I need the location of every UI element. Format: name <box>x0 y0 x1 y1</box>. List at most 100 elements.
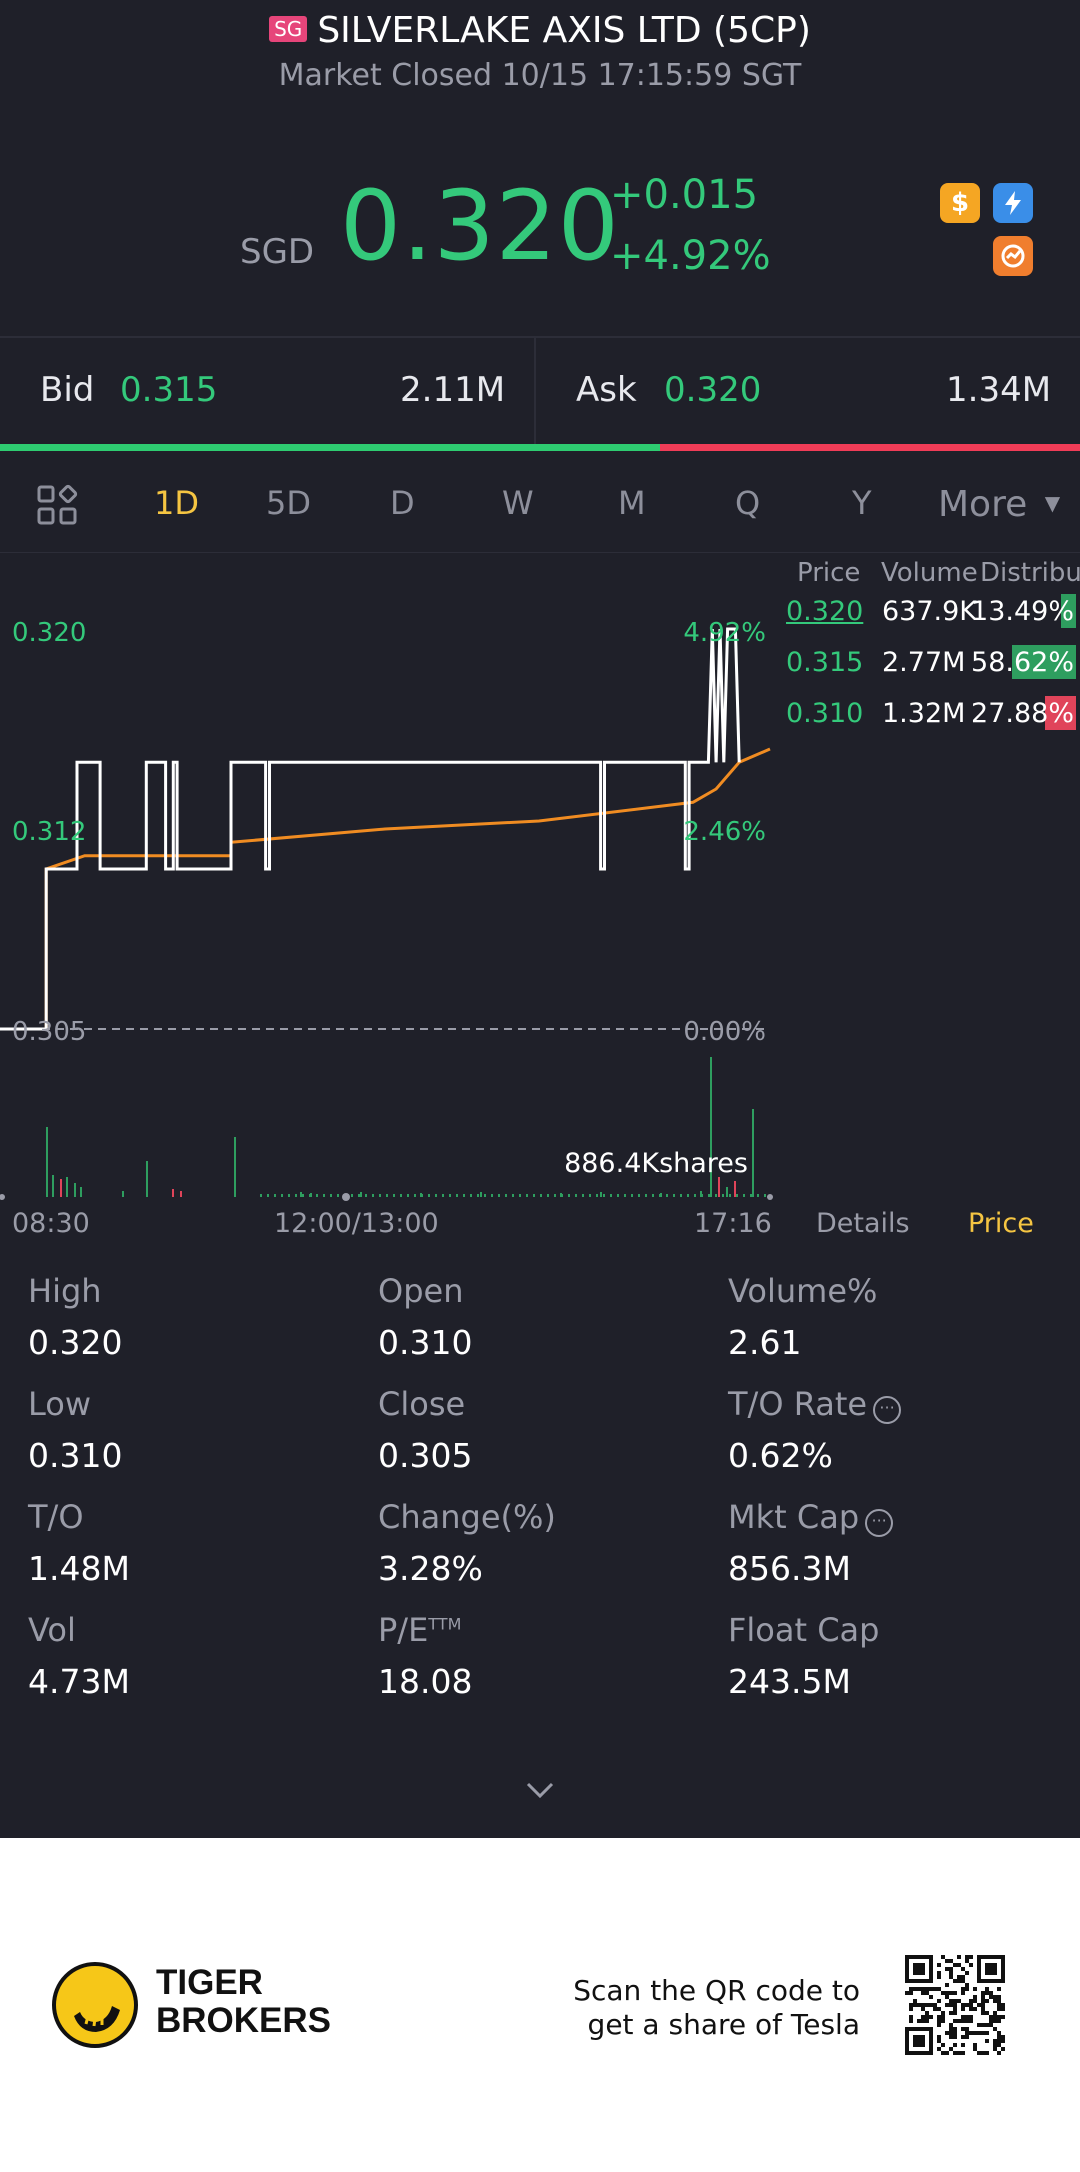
qr-module <box>929 2015 933 2019</box>
volume-bar <box>729 1194 731 1197</box>
divider <box>0 552 1080 553</box>
volume-bar <box>281 1194 283 1197</box>
qr-module <box>917 2019 921 2023</box>
volume-bars <box>46 1057 766 1197</box>
pct-tick-label: 2.46% <box>683 817 766 847</box>
qr-module <box>925 1987 929 1991</box>
qr-module <box>969 2007 973 2011</box>
qr-module <box>981 2003 985 2007</box>
qr-module <box>941 2015 945 2019</box>
volume-bar <box>295 1194 297 1197</box>
qr-module <box>909 1991 913 1995</box>
currency-label: SGD <box>240 232 315 272</box>
qr-module <box>953 2051 957 2055</box>
stat-value: 1.48M <box>28 1549 130 1588</box>
qr-module <box>925 2019 929 2023</box>
qr-module <box>961 2015 965 2019</box>
share-footer <box>0 1838 1080 2172</box>
qr-module <box>949 1959 953 1963</box>
dist-volume: 2.77M <box>882 647 966 678</box>
divider <box>0 336 1080 338</box>
volume-bar <box>519 1194 521 1197</box>
tab-1d[interactable]: 1D <box>154 484 199 522</box>
qr-module <box>977 2031 981 2035</box>
qr-module <box>961 2003 965 2007</box>
price-change-pct: +4.92% <box>610 233 771 279</box>
qr-module <box>949 1971 953 1975</box>
qr-module <box>981 2007 985 2011</box>
tab-more[interactable]: More ▼ <box>938 484 1060 525</box>
tab-m[interactable]: M <box>618 484 646 522</box>
qr-module <box>909 2003 913 2007</box>
volume-bar <box>309 1194 311 1197</box>
qr-module <box>953 1979 957 1983</box>
pct-tick-label: 0.00% <box>683 1017 766 1047</box>
ask-ratio-bar <box>660 444 1080 451</box>
volume-bar <box>66 1177 68 1197</box>
volume-bar <box>631 1194 633 1197</box>
tab-q[interactable]: Q <box>735 484 761 522</box>
tab-y[interactable]: Y <box>852 484 872 522</box>
x-tick-label: 17:16 <box>694 1208 772 1239</box>
axis-dot <box>767 1194 773 1200</box>
qr-module <box>973 2031 977 2035</box>
lightning-icon[interactable] <box>993 183 1033 223</box>
volume-bar <box>757 1194 759 1197</box>
bid-price: 0.315 <box>120 370 218 410</box>
qr-module <box>969 2031 973 2035</box>
cycle-icon[interactable] <box>993 236 1033 276</box>
qr-module <box>965 1971 969 1975</box>
qr-module <box>953 2027 957 2031</box>
qr-module <box>997 1987 1001 1991</box>
qr-module <box>997 2015 1001 2019</box>
qr-module <box>961 2027 965 2031</box>
qr-module <box>993 2027 997 2031</box>
qr-module <box>953 1963 957 1967</box>
ask-size: 1.34M <box>946 370 1052 410</box>
volume-bar <box>80 1187 82 1197</box>
qr-module <box>921 1991 925 1995</box>
qr-module <box>945 2003 949 2007</box>
tab-w[interactable]: W <box>502 484 534 522</box>
qr-module <box>957 1979 961 1983</box>
layout-grid-icon[interactable] <box>36 484 78 526</box>
qr-module <box>969 1999 973 2003</box>
qr-code[interactable] <box>905 1955 1005 2055</box>
qr-module <box>957 2051 961 2055</box>
qr-module <box>965 2027 969 2031</box>
y-tick-label: 0.312 <box>12 817 86 847</box>
qr-module <box>1001 2039 1005 2043</box>
qr-module <box>921 2007 925 2011</box>
tab-price[interactable]: Price <box>968 1208 1034 1239</box>
volume-bar <box>750 1194 752 1197</box>
stat-value: 856.3M <box>728 1549 851 1588</box>
chevron-down-icon[interactable] <box>520 1770 560 1810</box>
intraday-chart[interactable]: 0.320 0.312 0.305 4.92% 2.46% 0.00% 886.… <box>0 555 780 1215</box>
qr-module <box>953 2019 957 2023</box>
qr-module <box>997 2019 1001 2023</box>
volume-bar <box>638 1194 640 1197</box>
stat-value: 3.28% <box>378 1549 483 1588</box>
tab-details[interactable]: Details <box>816 1208 910 1239</box>
pct-tick-label: 4.92% <box>683 618 766 648</box>
qr-module <box>997 2007 1001 2011</box>
tab-d[interactable]: D <box>390 484 415 522</box>
qr-module <box>937 2007 941 2011</box>
tab-5d[interactable]: 5D <box>266 484 311 522</box>
qr-module <box>965 2019 969 2023</box>
qr-module <box>905 1991 909 1995</box>
volume-bar <box>414 1194 416 1197</box>
stat-value: 18.08 <box>378 1662 473 1701</box>
qr-module <box>961 1967 965 1971</box>
qr-module <box>997 2031 1001 2035</box>
qr-module <box>993 1995 997 1999</box>
qr-module <box>965 1987 969 1991</box>
qr-module <box>965 1955 969 1959</box>
qr-module <box>973 2047 977 2051</box>
bid-size: 2.11M <box>400 370 506 410</box>
dollar-icon[interactable]: $ <box>940 183 980 223</box>
stat-label: T/O <box>28 1498 84 1536</box>
info-icon[interactable]: ··· <box>873 1396 902 1424</box>
caret-down-icon: ▼ <box>1044 491 1061 515</box>
info-icon[interactable]: ··· <box>865 1509 894 1537</box>
